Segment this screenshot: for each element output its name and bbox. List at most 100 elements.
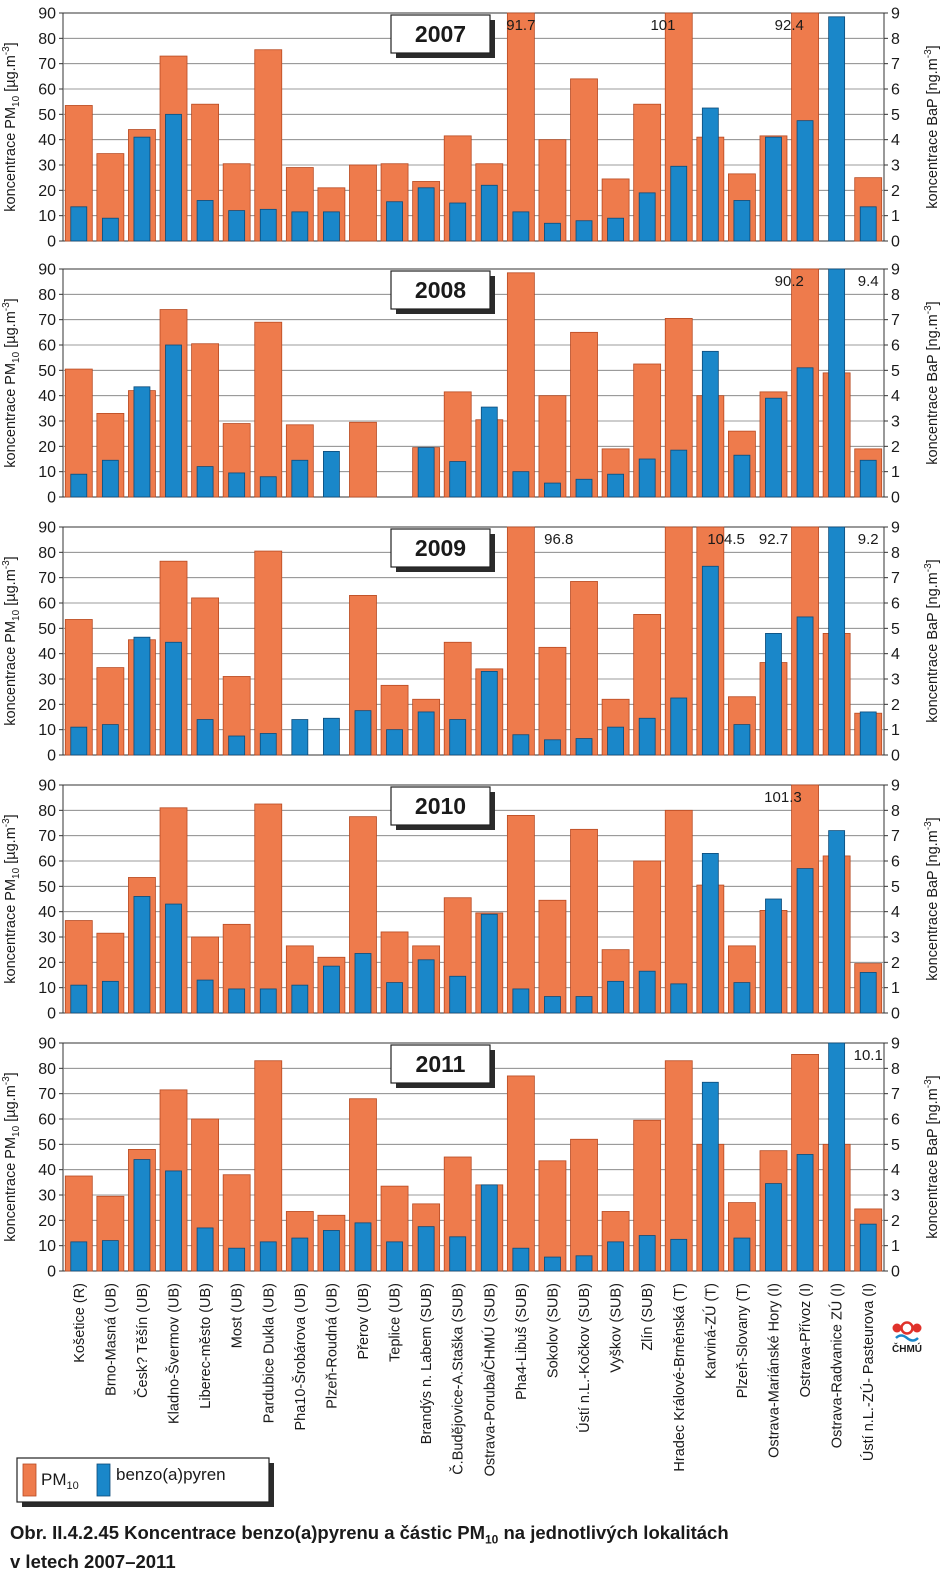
bar-bap: [480, 671, 498, 756]
bar-bap: [196, 719, 214, 756]
category-label: Hradec Králové-Brněnská (T): [672, 1283, 688, 1472]
tick-label-right: 8: [891, 31, 900, 48]
bar-bap: [291, 984, 309, 1014]
bar-bap: [165, 344, 182, 498]
tick-label-left: 10: [38, 980, 56, 997]
value-annotation: 92.4: [775, 17, 804, 34]
tick-label-right: 9: [891, 1036, 900, 1053]
bar-pm10: [506, 815, 535, 1014]
category-label: Č.Budějovice-A.Staška (SUB): [450, 1283, 467, 1475]
bar-bap: [701, 107, 719, 242]
bar-bap: [449, 1236, 467, 1272]
tick-label-left: 30: [38, 414, 56, 431]
tick-label-right: 4: [891, 904, 900, 921]
bar-bap: [544, 996, 561, 1014]
bar-bap: [544, 739, 561, 756]
bar-bap: [291, 719, 309, 756]
tick-label-left: 70: [38, 56, 56, 73]
value-annotation: 101: [650, 17, 675, 34]
tick-label-left: 70: [38, 1086, 56, 1103]
tick-label-right: 7: [891, 828, 900, 845]
category-label: Plzeň-Slovany (T): [735, 1283, 751, 1398]
legend-swatch-pm10: [22, 1463, 37, 1497]
bar-bap: [828, 268, 846, 498]
bar-bap: [733, 724, 751, 756]
bar-pm10: [538, 1160, 567, 1272]
tick-label-right: 9: [891, 6, 900, 23]
bar-bap: [417, 187, 435, 242]
legend-box: [16, 1457, 270, 1503]
chart-panel-2009: 0 0 10 1 20 2 30 3 40 4 50 5 60 6 70 7 80 8 90 9 96.8 104.5 92…: [1, 520, 941, 765]
tick-label-left: 20: [38, 697, 56, 714]
tick-label-left: 60: [38, 82, 56, 99]
tick-label-left: 50: [38, 107, 56, 124]
panel-year-label: 2008: [415, 277, 466, 303]
tick-label-left: 60: [38, 1112, 56, 1129]
tick-label-right: 2: [891, 183, 900, 200]
bar-bap: [607, 217, 624, 242]
bar-bap: [101, 724, 119, 756]
tick-label-left: 80: [38, 31, 56, 48]
bar-bap: [449, 461, 467, 498]
bar-bap: [196, 979, 214, 1014]
bar-bap: [259, 476, 277, 498]
bar-bap: [607, 980, 624, 1014]
bar-bap: [765, 633, 782, 756]
tick-label-right: 8: [891, 803, 900, 820]
logo-wave: [895, 1334, 919, 1342]
y-axis-left-title: koncentrace PM10 [µg.m-3]: [1, 1072, 22, 1241]
bar-bap: [701, 350, 719, 498]
category-label: Kladno-Švermov (UB): [166, 1283, 183, 1424]
category-label: Pha4-Libuš (SUB): [514, 1283, 530, 1400]
bar-bap: [101, 980, 119, 1014]
bar-pm10: [349, 421, 377, 498]
value-annotation: 96.8: [544, 531, 573, 548]
bar-bap: [133, 136, 151, 242]
bar-pm10: [506, 526, 535, 756]
bar-bap: [701, 565, 719, 756]
bar-pm10: [664, 1060, 693, 1272]
tick-label-right: 6: [891, 854, 900, 871]
value-annotation: 91.7: [506, 17, 535, 34]
caption-line2: v letech 2007–2011: [10, 1550, 176, 1572]
y-axis-right-title: koncentrace BaP [ng.m-3]: [923, 1075, 941, 1238]
tick-label-right: 6: [891, 338, 900, 355]
tick-label-right: 0: [891, 748, 900, 765]
tick-label-left: 0: [47, 1006, 56, 1023]
year-box: [390, 786, 491, 826]
tick-label-right: 3: [891, 1188, 900, 1205]
chart-panel-2007: 0 010 120 230 340 450 560 670 780 890 991.7 101 92.4…: [1, 6, 941, 251]
bar-bap: [70, 1241, 88, 1272]
bar-pm10: [570, 1138, 598, 1272]
caption-suffix: na jednotlivých lokalitách: [498, 1522, 729, 1543]
chmu-logo: ČHMÚ: [892, 1321, 922, 1355]
tick-label-right: 9: [891, 778, 900, 795]
bar-bap: [796, 1154, 814, 1272]
bar-pm10: [191, 936, 219, 1014]
bar-bap: [291, 459, 309, 498]
bar-pm10: [570, 78, 598, 242]
tick-label-left: 30: [38, 1188, 56, 1205]
tick-label-left: 80: [38, 545, 56, 562]
tick-label-right: 3: [891, 930, 900, 947]
bar-pm10: [254, 321, 283, 498]
chart-panel-2010: 0 0 10 1 20 2 30 3 40 4 50 5 60 6 70 7 80 8 90 9 101.3 2010 ko…: [1, 778, 941, 1023]
bar-bap: [196, 466, 214, 498]
tick-label-left: 50: [38, 363, 56, 380]
tick-label-right: 8: [891, 545, 900, 562]
panel-year-label: 2010: [415, 793, 466, 819]
category-label: Pardubice Dukla (UB): [261, 1283, 277, 1423]
bar-bap: [638, 458, 656, 498]
tick-label-right: 4: [891, 646, 900, 663]
tick-label-left: 20: [38, 955, 56, 972]
tick-label-left: 60: [38, 338, 56, 355]
category-label: Zlín (SUB): [640, 1283, 656, 1351]
tick-label-right: 1: [891, 1238, 900, 1255]
tick-label-right: 0: [891, 490, 900, 507]
tick-label-right: 1: [891, 722, 900, 739]
tick-label-left: 0: [47, 748, 56, 765]
legend-swatch-bap: [96, 1463, 111, 1497]
figure-caption: Obr. II.4.2.45 Koncentrace benzo(a)pyren…: [10, 1522, 945, 1573]
bar-bap: [480, 1184, 498, 1272]
tick-label-left: 90: [38, 262, 56, 279]
